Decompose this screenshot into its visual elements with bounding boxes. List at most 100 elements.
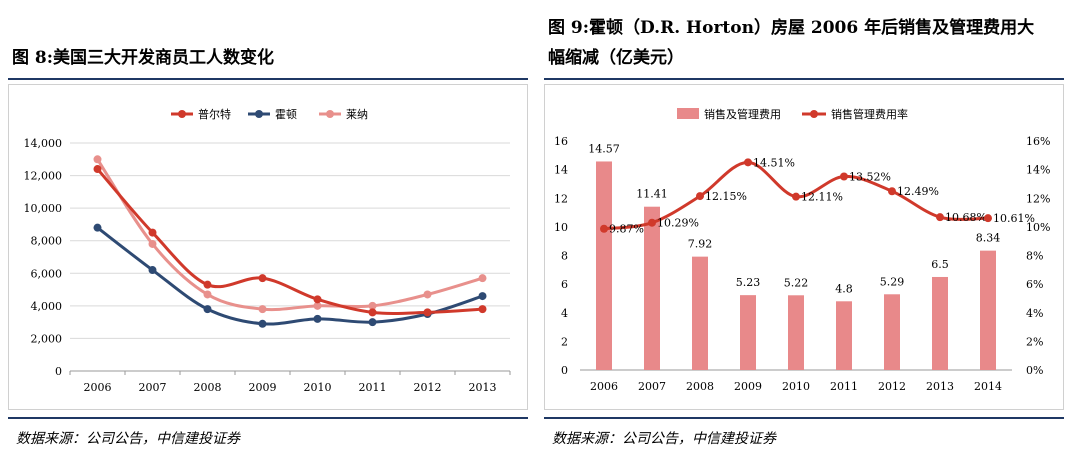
bar-value-label: 8.34 <box>976 232 1001 245</box>
data-point <box>93 155 102 164</box>
x-tick-label: 2006 <box>84 381 112 394</box>
rate-point <box>744 158 752 167</box>
x-tick-label: 2010 <box>782 380 810 393</box>
right-chart-frame <box>544 84 1064 410</box>
y-right-tick-label: 10% <box>1026 221 1050 234</box>
x-tick-label: 2013 <box>926 380 954 393</box>
y-tick-label: 0 <box>55 365 62 378</box>
data-point <box>93 165 102 174</box>
left-source-note: 数据来源：公司公告，中信建投证券 <box>16 431 240 447</box>
x-tick-label: 2008 <box>194 381 222 394</box>
data-point <box>203 305 212 314</box>
data-point <box>258 274 267 283</box>
y-left-tick-label: 2 <box>561 335 568 348</box>
y-right-tick-label: 6% <box>1026 278 1043 291</box>
bar-value-label: 11.41 <box>636 188 668 201</box>
x-tick-label: 2009 <box>734 380 762 393</box>
left-figure: 图 8:美国三大开发商员工人数变化 0 2,000 4,000 6,000 8,000 1… <box>8 0 528 460</box>
bar-value-label: 7.92 <box>688 238 713 251</box>
y-left-tick-label: 16 <box>554 135 568 148</box>
bar-value-label: 6.5 <box>931 258 949 271</box>
right-figure: 图 9:霍顿（D.R. Horton）房屋 2006 年后销售及管理费用大 幅缩… <box>544 0 1064 460</box>
bar <box>596 161 612 370</box>
rate-value-label: 9.87% <box>609 223 644 236</box>
y-right-tick-label: 4% <box>1026 307 1043 320</box>
y-left-tick-label: 14 <box>554 164 568 177</box>
y-left-tick-label: 10 <box>554 221 568 234</box>
data-point <box>423 290 432 299</box>
right-chart-title-line2: 幅缩减（亿美元） <box>548 48 684 68</box>
rate-value-label: 10.61% <box>993 212 1035 225</box>
rate-value-label: 12.15% <box>705 190 747 203</box>
rate-value-label: 13.52% <box>849 170 891 183</box>
y-tick-label: 4,000 <box>31 300 63 313</box>
bar-value-label: 5.22 <box>784 276 809 289</box>
right-bottom-rule <box>544 417 1064 419</box>
left-chart-title: 图 8:美国三大开发商员工人数变化 <box>12 48 275 68</box>
left-line-chart: 0 2,000 4,000 6,000 8,000 10,000 12,000 14,000 2… <box>8 84 528 410</box>
y-tick-label: 10,000 <box>24 202 63 215</box>
bar <box>980 250 996 370</box>
data-point <box>148 228 157 237</box>
x-tick-label: 2012 <box>878 380 906 393</box>
rate-point <box>600 224 608 233</box>
rate-point <box>936 213 944 222</box>
data-point <box>368 301 377 310</box>
data-point <box>258 305 267 314</box>
legend-label: 莱纳 <box>346 108 368 121</box>
data-point <box>148 239 157 248</box>
legend-marker <box>178 110 186 118</box>
data-point <box>313 301 322 310</box>
bar <box>692 256 708 370</box>
rate-value-label: 14.51% <box>753 156 795 169</box>
left-bottom-rule <box>8 417 528 419</box>
data-point <box>423 308 432 317</box>
y-tick-label: 12,000 <box>24 170 63 183</box>
legend-marker <box>255 110 263 118</box>
data-point <box>313 314 322 323</box>
bar-value-label: 4.8 <box>835 282 853 295</box>
y-left-tick-label: 4 <box>561 307 568 320</box>
bar <box>836 301 852 370</box>
rate-value-label: 12.49% <box>897 185 939 198</box>
x-tick-label: 2008 <box>686 380 714 393</box>
data-point <box>368 318 377 327</box>
left-title-rule <box>8 78 528 80</box>
x-tick-label: 2012 <box>414 381 442 394</box>
legend-marker <box>810 110 818 118</box>
data-point <box>478 292 487 301</box>
y-tick-label: 8,000 <box>31 235 63 248</box>
bar-value-label: 5.29 <box>880 275 905 288</box>
x-tick-label: 2013 <box>469 381 497 394</box>
x-tick-label: 2006 <box>590 380 618 393</box>
bar <box>932 276 948 370</box>
rate-point <box>696 192 704 201</box>
bar-value-label: 14.57 <box>588 142 620 155</box>
right-title-rule <box>544 78 1064 80</box>
y-right-tick-label: 14% <box>1026 164 1050 177</box>
legend-label: 霍顿 <box>275 107 297 121</box>
bar <box>644 206 660 370</box>
rate-point <box>648 218 656 227</box>
data-point <box>203 280 212 289</box>
right-combo-chart: 0 2 4 6 8 10 12 14 16 0% 2% 4% 6% 8% 10% 12% 14% 16% 2006 2… <box>544 84 1064 410</box>
legend-label: 销售及管理费用 <box>704 107 781 121</box>
right-source-note: 数据来源：公司公告，中信建投证券 <box>552 431 776 447</box>
legend-swatch-bar <box>677 108 699 119</box>
bar <box>884 294 900 370</box>
legend-label: 普尔特 <box>198 107 231 121</box>
legend-label: 销售管理费用率 <box>831 107 908 121</box>
rate-point <box>984 214 992 223</box>
y-tick-label: 2,000 <box>31 332 63 345</box>
x-tick-label: 2014 <box>974 380 1002 393</box>
x-tick-label: 2007 <box>638 380 666 393</box>
rate-point <box>792 192 800 201</box>
data-point <box>313 295 322 304</box>
y-left-tick-label: 12 <box>554 192 568 205</box>
left-chart-frame <box>8 84 528 410</box>
y-left-tick-label: 8 <box>561 250 568 263</box>
rate-point <box>888 187 896 196</box>
y-tick-label: 14,000 <box>24 137 63 150</box>
y-right-tick-label: 2% <box>1026 335 1043 348</box>
rate-value-label: 10.68% <box>945 211 987 224</box>
